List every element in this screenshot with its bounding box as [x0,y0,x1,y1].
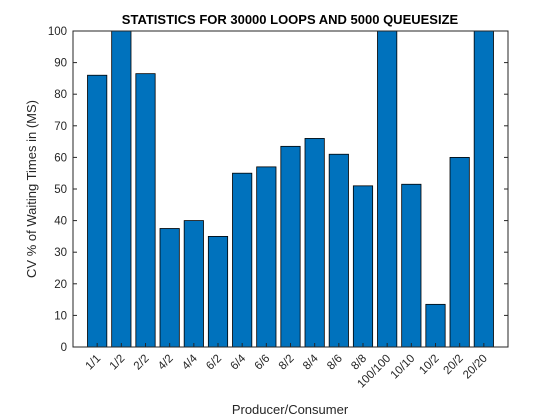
y-axis: 0 10 20 30 40 50 60 70 80 90 100 [48,26,508,354]
y-tick-label: 90 [54,58,67,70]
chart-title: STATISTICS FOR 30000 LOOPS AND 5000 QUEU… [122,12,459,27]
bars-group [87,30,494,348]
y-tick-label: 30 [54,247,67,259]
bar-6-6 [256,166,277,348]
bar-4-4 [183,220,204,348]
bar-2-2 [135,73,156,348]
y-tick-label: 60 [54,152,67,164]
y-tick-label: 20 [54,279,67,291]
y-axis-label: CV % of Waiting Times in (MS) [24,100,39,278]
bar-8-4 [304,138,325,348]
bar-10-10 [401,183,422,348]
y-tick-label: 70 [54,121,67,133]
bar-1-2 [111,30,132,348]
y-tick-label: 10 [54,310,67,322]
y-tick-label: 80 [54,89,67,101]
y-tick-label: 100 [48,26,67,38]
bar-4-2 [159,228,180,348]
y-tick-label: 40 [54,216,67,228]
x-axis-label: Producer/Consumer [232,402,349,417]
bar-6-4 [232,172,253,348]
bar-20-2 [449,156,470,348]
bar-6-2 [207,235,229,348]
bar-100-100 [377,30,398,348]
bar-8-8 [352,185,374,348]
y-tick-label: 50 [54,184,67,196]
bar-20-20 [473,30,494,348]
bar-8-6 [328,153,349,348]
bar-1-1 [87,74,108,348]
y-tick-label: 0 [61,342,67,354]
bar-10-2 [425,303,446,348]
bar-8-2 [280,145,301,348]
